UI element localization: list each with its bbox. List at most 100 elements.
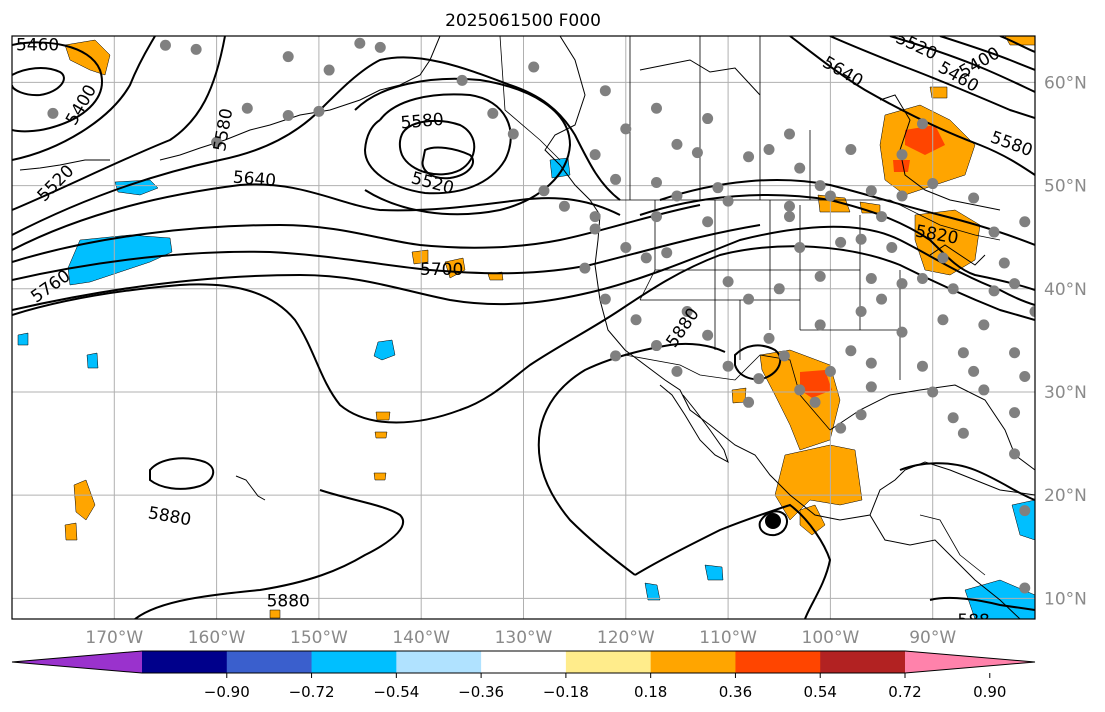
station-dot	[599, 293, 611, 305]
latitude-tick-label: 50°N	[1044, 177, 1087, 197]
colorbar-segment	[820, 651, 906, 673]
contour-line	[12, 67, 65, 97]
station-dot	[778, 350, 790, 362]
positive-area	[914, 209, 981, 276]
station-dot	[814, 319, 826, 331]
station-dot	[282, 109, 294, 121]
station-dot	[47, 107, 59, 119]
station-dot	[661, 247, 673, 259]
station-dot	[1029, 306, 1035, 318]
contour-line	[639, 194, 1035, 291]
contour-line	[929, 596, 1035, 611]
station-dot	[610, 350, 622, 362]
colorbar-outline	[11, 650, 1036, 674]
contour-line	[634, 503, 832, 619]
contour-line	[12, 224, 761, 281]
contour-line	[398, 119, 476, 176]
contour-line	[889, 36, 1035, 93]
station-dot	[241, 102, 253, 114]
station-dot	[211, 136, 223, 148]
station-dot	[855, 409, 867, 421]
longitude-tick-label: 150°W	[290, 628, 348, 648]
station-dot	[824, 365, 836, 377]
contour-line	[354, 77, 572, 216]
latitude-tick-label: 60°N	[1044, 73, 1087, 93]
coastline-baja	[659, 384, 729, 464]
height-contours	[12, 36, 1035, 619]
coastline-aleutians	[19, 159, 110, 171]
contour-line	[421, 146, 475, 180]
station-dot	[916, 360, 928, 372]
station-dot	[988, 285, 1000, 297]
border-provinces	[629, 36, 811, 200]
station-dot	[957, 427, 969, 439]
contour-label: 5700	[420, 260, 463, 280]
contour-line	[999, 36, 1035, 53]
positive-area	[64, 522, 78, 541]
station-dot	[1019, 216, 1031, 228]
station-dot	[865, 381, 877, 393]
station-dot	[937, 252, 949, 264]
colorbar: −0.90 −0.72 −0.54 −0.36 −0.18 0.18 0.36 0.54 0.7…	[11, 650, 1036, 701]
contour-line	[734, 344, 782, 381]
station-dot	[763, 332, 775, 344]
station-dot	[620, 242, 632, 254]
station-dot	[957, 347, 969, 359]
station-dot	[1009, 347, 1021, 359]
positive-area-high	[893, 160, 910, 172]
station-dot	[190, 43, 202, 55]
longitude-tick-label: 100°W	[802, 628, 860, 648]
station-dot	[702, 329, 714, 341]
station-dot	[896, 326, 908, 338]
station-dot	[835, 422, 847, 434]
station-dot	[702, 216, 714, 228]
station-dot	[712, 182, 724, 194]
latitude-tick-label: 10°N	[1044, 589, 1087, 609]
contour-line	[829, 36, 1035, 119]
positive-area	[929, 86, 948, 99]
contour-label: 5580	[400, 110, 445, 134]
positive-area	[374, 431, 388, 439]
border-states-1	[639, 200, 901, 380]
station-dot	[159, 39, 171, 51]
station-dot	[927, 386, 939, 398]
station-dot	[650, 102, 662, 114]
coastline-hudson	[879, 94, 1001, 211]
contour-line	[12, 36, 226, 211]
station-dots	[47, 37, 1035, 594]
station-dot	[1009, 448, 1021, 460]
contour-label: 5880	[267, 591, 310, 611]
station-dot	[722, 276, 734, 288]
colorbar-tick-label: 0.54	[804, 683, 837, 701]
colorbar-segment	[735, 651, 821, 673]
station-dot	[978, 319, 990, 331]
station-dot	[783, 200, 795, 212]
station-dot	[1019, 582, 1031, 594]
station-dot	[814, 270, 826, 282]
longitude-tick-label: 110°W	[699, 628, 757, 648]
contour-line	[12, 245, 1035, 424]
contour-line	[939, 36, 1035, 71]
colorbar-tick-label: −0.36	[458, 683, 504, 701]
positive-area	[375, 411, 391, 421]
border-us-canada-east	[889, 199, 1001, 241]
station-dot	[620, 123, 632, 135]
positive-area	[774, 444, 863, 521]
station-dot	[1019, 371, 1031, 383]
coastline-lakes	[929, 244, 986, 266]
station-dot	[722, 360, 734, 372]
station-dot	[865, 185, 877, 197]
station-dot	[845, 345, 857, 357]
station-dot	[916, 118, 928, 130]
coastline-north-america	[544, 36, 1035, 521]
station-dot	[507, 128, 519, 140]
station-dot	[691, 147, 703, 159]
colorbar-tick-label: −0.54	[373, 683, 419, 701]
station-dot	[323, 64, 335, 76]
shaded-field	[17, 36, 1035, 619]
contour-label: 5460	[16, 35, 59, 55]
contour-line	[134, 489, 405, 619]
colorbar-extend-max	[905, 651, 1035, 673]
station-dot	[610, 173, 622, 185]
contour-label: 588	[957, 611, 989, 631]
